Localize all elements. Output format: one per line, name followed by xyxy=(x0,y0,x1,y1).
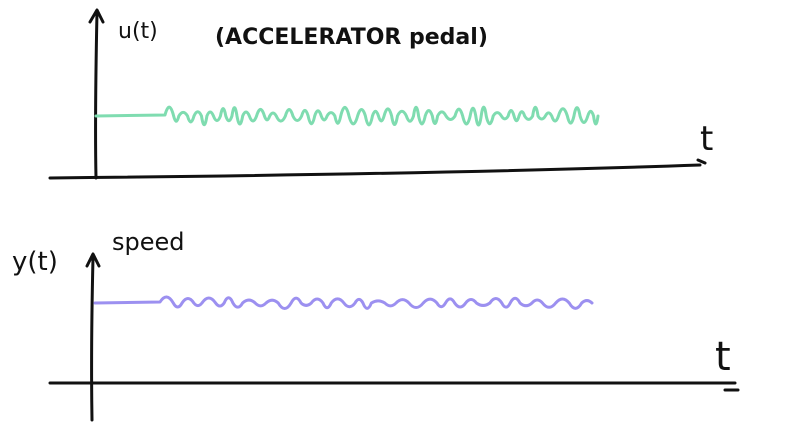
output-signal xyxy=(93,295,594,310)
top-description: (ACCELERATOR pedal) xyxy=(215,25,488,50)
top-vertical-axis xyxy=(94,10,99,180)
bottom-vertical-axis xyxy=(90,256,95,422)
bottom-axis-label: t xyxy=(715,334,731,380)
top-horizontal-axis xyxy=(48,163,702,180)
top-axis-tick xyxy=(696,158,707,165)
bottom-description: speed xyxy=(112,228,185,256)
input-signal xyxy=(94,105,600,127)
bottom-axis-arrow xyxy=(85,252,101,268)
bottom-horizontal-axis xyxy=(48,381,737,386)
top-label: u(t) xyxy=(118,19,158,44)
top-axis-arrow xyxy=(88,8,105,24)
bottom-label: y(t) xyxy=(12,247,58,277)
top-axis-label: t xyxy=(700,119,713,159)
